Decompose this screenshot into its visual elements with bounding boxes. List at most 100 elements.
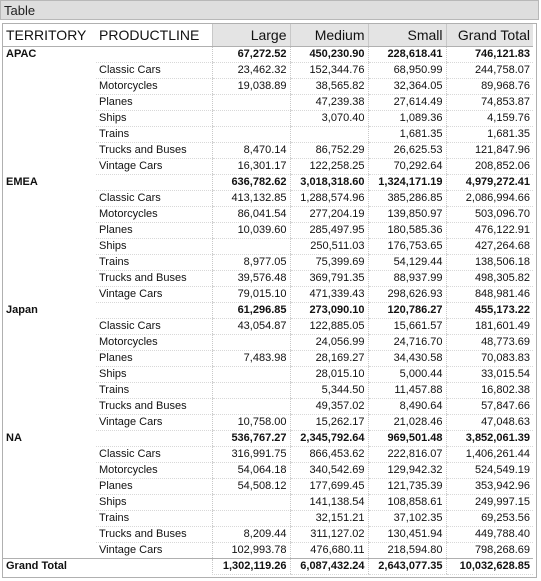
product-row: Planes 10,039.60 285,497.95 180,585.36 476,1… [3,222,533,239]
product-label: Motorcycles [96,78,212,95]
subtotal-cell: 228,618.41 [367,46,446,63]
territory-cell [3,542,96,558]
value-cell: 498,305.82 [445,270,533,287]
territory-cell [3,382,96,398]
value-cell: 122,258.25 [289,158,368,175]
value-cell: 74,853.87 [445,94,533,111]
product-cell [96,557,212,574]
subtotal-cell: 3,852,061.39 [445,430,533,447]
product-row: Classic Cars 413,132.85 1,288,574.96 385,28… [3,190,533,207]
value-cell: 28,015.10 [289,366,368,383]
value-cell: 28,169.27 [289,350,368,367]
subtotal-cell: 455,173.22 [445,302,533,319]
value-cell: 138,506.18 [445,254,533,271]
subtotal-cell: 67,272.52 [211,46,290,63]
product-label: Vintage Cars [96,542,212,559]
value-cell: 86,041.54 [211,206,290,223]
value-cell: 7,483.98 [211,350,290,367]
product-cell [96,430,212,447]
value-cell: 177,699.45 [289,478,368,495]
value-cell: 1,681.35 [367,126,446,143]
value-cell: 8,470.14 [211,142,290,159]
product-row: Trains 1,681.35 1,681.35 [3,126,533,143]
value-cell: 1,089.36 [367,110,446,127]
value-cell: 471,339.43 [289,286,368,303]
value-cell: 208,852.06 [445,158,533,175]
value-cell: 54,129.44 [367,254,446,271]
territory-cell [3,254,96,270]
subtotal-cell: 61,296.85 [211,302,290,319]
territory-label: EMEA [6,176,38,188]
territory-cell [3,190,96,206]
product-label: Classic Cars [96,318,212,335]
value-cell: 15,661.57 [367,318,446,335]
value-cell: 16,301.17 [211,158,290,175]
product-cell [96,174,212,191]
value-cell: 277,204.19 [289,206,368,223]
value-cell: 26,625.53 [367,142,446,159]
value-cell [211,126,290,143]
product-row: Classic Cars 43,054.87 122,885.05 15,661.57… [3,318,533,335]
grand-total-row: Grand Total 1,302,119.26 6,087,432.24 2,643… [3,557,533,575]
territory-cell [3,446,96,462]
product-label: Trucks and Buses [96,270,212,287]
value-cell: 8,209.44 [211,526,290,543]
value-cell: 316,991.75 [211,446,290,463]
value-cell: 69,253.56 [445,510,533,527]
value-cell: 311,127.02 [289,526,368,543]
value-cell: 8,977.05 [211,254,290,271]
value-cell: 848,981.46 [445,286,533,303]
territory-cell [3,206,96,222]
territory-row: NA 536,767.27 2,345,792.64 969,501.48 3,852,… [3,430,533,447]
territory-cell [3,414,96,430]
value-cell: 10,758.00 [211,414,290,431]
product-row: Motorcycles 86,041.54 277,204.19 139,850.97… [3,206,533,223]
territory-cell [3,78,96,94]
column-header: Small [367,24,446,47]
product-label: Trains [96,254,212,271]
grand-total-cell: 6,087,432.24 [289,557,368,575]
territory-cell [3,350,96,366]
value-cell: 866,453.62 [289,446,368,463]
value-cell: 23,462.32 [211,62,290,79]
value-cell: 37,102.35 [367,510,446,527]
value-cell: 68,950.99 [367,62,446,79]
value-cell: 75,399.69 [289,254,368,271]
subtotal-cell: 120,786.27 [367,302,446,319]
subtotal-cell: 536,767.27 [211,430,290,447]
value-cell: 476,680.11 [289,542,368,559]
product-row: Vintage Cars 10,758.00 15,262.17 21,028.46 4… [3,414,533,431]
value-cell: 121,847.96 [445,142,533,159]
territory-label: Japan [6,304,38,316]
territory-cell [3,526,96,542]
product-row: Trucks and Buses 8,470.14 86,752.29 26,625.… [3,142,533,159]
value-cell: 102,993.78 [211,542,290,559]
value-cell: 70,083.83 [445,350,533,367]
grand-total-label: Grand Total [3,557,96,574]
value-cell: 3,070.40 [289,110,368,127]
value-cell: 38,565.82 [289,78,368,95]
product-row: Ships 28,015.10 5,000.44 33,015.54 [3,366,533,383]
product-label: Vintage Cars [96,414,212,431]
header-row: TERRITORY PRODUCTLINE Large Medium Small Gran… [3,24,533,47]
subtotal-cell: 2,345,792.64 [289,430,368,447]
product-label: Classic Cars [96,190,212,207]
value-cell: 369,791.35 [289,270,368,287]
value-cell: 524,549.19 [445,462,533,479]
value-cell: 249,997.15 [445,494,533,511]
product-row: Vintage Cars 102,993.78 476,680.11 218,594.… [3,542,533,559]
product-row: Classic Cars 23,462.32 152,344.76 68,950.99… [3,62,533,79]
territory-label: NA [6,432,22,444]
column-header: Large [211,24,290,47]
product-label: Classic Cars [96,62,212,79]
value-cell: 181,601.49 [445,318,533,335]
territory-cell [3,478,96,494]
value-cell: 15,262.17 [289,414,368,431]
product-label: Motorcycles [96,334,212,351]
value-cell: 121,735.39 [367,478,446,495]
product-label: Trains [96,126,212,143]
territory-cell [3,462,96,478]
territory-cell [3,62,96,78]
value-cell: 122,885.05 [289,318,368,335]
